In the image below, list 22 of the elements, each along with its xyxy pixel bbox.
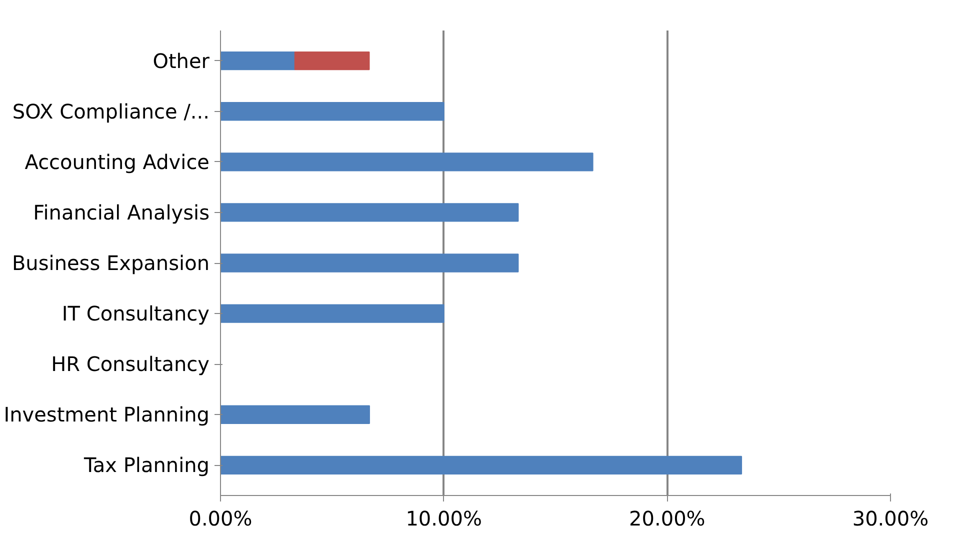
x-tick-label: 20.00%	[629, 506, 706, 530]
bar	[220, 203, 519, 222]
y-tick-label: Investment Planning	[4, 402, 210, 427]
y-tick-label: Financial Analysis	[33, 200, 210, 224]
y-tick-label: SOX Compliance /...	[12, 99, 210, 124]
y-tick-label: HR Consultancy	[51, 352, 210, 376]
y-tick-label: Other	[152, 48, 210, 73]
x-tick-label: 10.00%	[406, 506, 482, 530]
x-tick-label: 0.00%	[188, 506, 252, 530]
bar	[220, 304, 444, 323]
bar	[220, 254, 519, 272]
y-tick-label: IT Consultancy	[62, 302, 210, 326]
bar	[294, 51, 370, 70]
x-tick-label: 30.00%	[852, 506, 929, 530]
y-tick-label: Tax Planning	[82, 453, 210, 478]
bar	[220, 51, 296, 70]
bar	[220, 152, 594, 172]
bar	[220, 456, 742, 475]
bar	[220, 102, 444, 121]
bar	[220, 405, 370, 424]
y-tick-label: Business Expansion	[12, 251, 210, 275]
y-tick-label: Accounting Advice	[24, 150, 210, 174]
